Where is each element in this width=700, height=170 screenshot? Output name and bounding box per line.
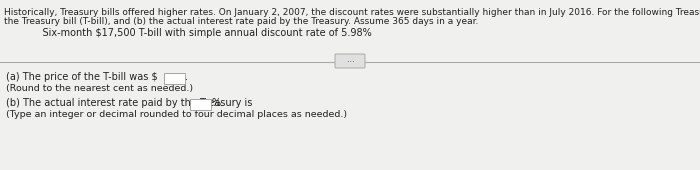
Text: ⋯: ⋯ (346, 56, 354, 65)
Text: .: . (185, 72, 188, 82)
FancyBboxPatch shape (335, 54, 365, 68)
Text: (b) The actual interest rate paid by the Treasury is: (b) The actual interest rate paid by the… (6, 98, 256, 108)
FancyBboxPatch shape (190, 98, 211, 109)
Text: Historically, Treasury bills offered higher rates. On January 2, 2007, the disco: Historically, Treasury bills offered hig… (4, 8, 700, 17)
Text: %.: %. (211, 98, 223, 108)
Text: Six-month $17,500 T-bill with simple annual discount rate of 5.98%: Six-month $17,500 T-bill with simple ann… (30, 28, 372, 38)
FancyBboxPatch shape (164, 72, 185, 83)
Text: (Round to the nearest cent as needed.): (Round to the nearest cent as needed.) (6, 84, 193, 93)
Text: (a) The price of the T-bill was $: (a) The price of the T-bill was $ (6, 72, 158, 82)
Text: the Treasury bill (T-bill), and (b) the actual interest rate paid by the Treasur: the Treasury bill (T-bill), and (b) the … (4, 17, 478, 26)
Text: (Type an integer or decimal rounded to four decimal places as needed.): (Type an integer or decimal rounded to f… (6, 110, 347, 119)
